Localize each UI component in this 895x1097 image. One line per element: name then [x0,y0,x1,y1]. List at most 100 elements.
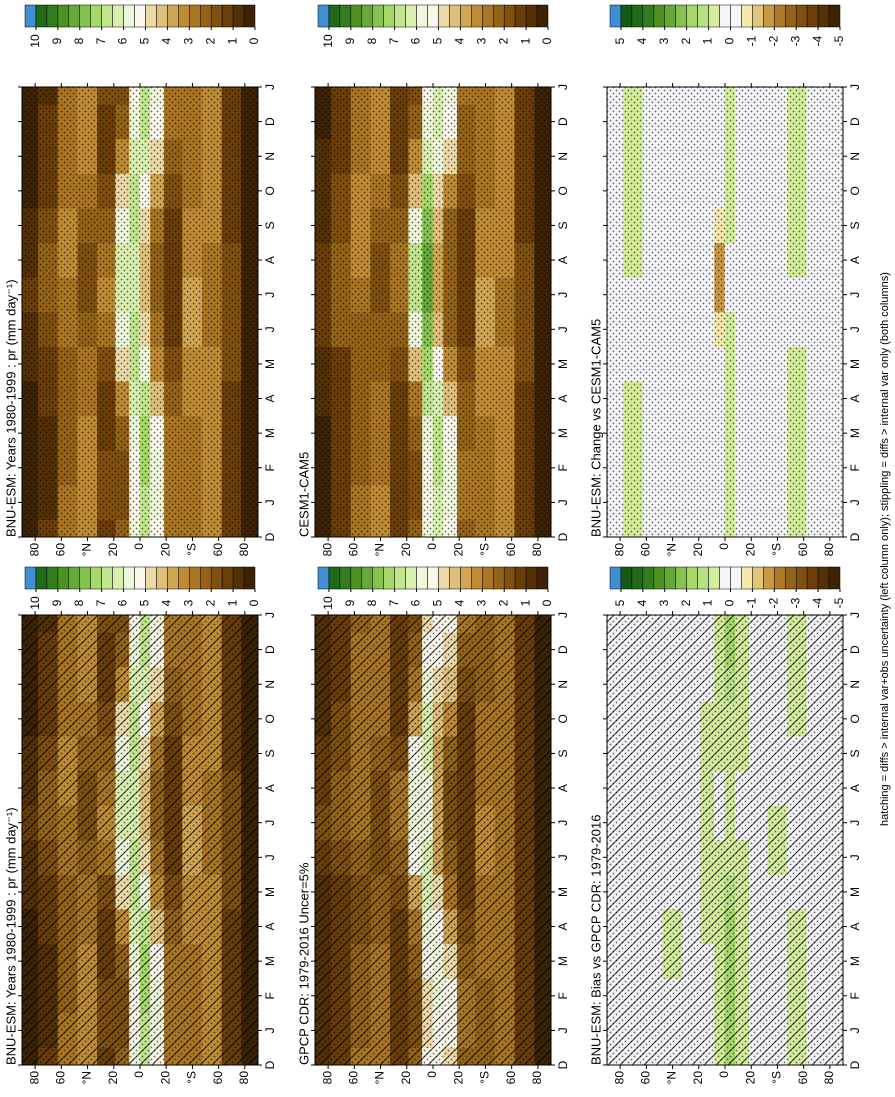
x-tick-label: A [263,923,277,931]
x-tick-label: N [556,680,570,689]
colorbar-box [774,566,786,590]
stippling [607,615,843,1065]
y-tick-label: °S [185,1071,199,1084]
colorbar-box [514,4,527,28]
stippling [22,87,258,537]
colorbar-box [383,4,395,28]
x-tick-label: A [848,923,862,931]
colorbar-label: 5 [613,37,627,44]
colorbar-box [79,566,91,590]
y-tick-label: °S [185,543,199,556]
colorbar-box [438,566,450,590]
colorbar-label: 0 [723,599,737,606]
y-tick-label: 20 [743,1071,757,1085]
colorbar-box [763,4,775,28]
x-tick-label: A [556,395,570,403]
colorbar-box [806,566,819,590]
x-tick-label: O [848,186,862,195]
colorbar-box [817,4,830,28]
colorbar-box [536,4,549,28]
x-tick-label: J [263,326,277,332]
colorbar-box [189,4,201,28]
colorbar-box [68,4,81,28]
colorbar-label: 1 [701,599,715,606]
colorbar-box [492,4,505,28]
x-tick-label: S [263,749,277,757]
colorbar-box [686,566,698,590]
colorbar-box [317,566,330,590]
colorbar-box [221,4,234,28]
colorbar-box [697,566,709,590]
colorbar-box [328,4,341,28]
colorbar-label: 4 [453,37,467,44]
colorbar-box [101,4,113,28]
colorbar-box [664,566,676,590]
colorbar-box [708,566,720,590]
x-tick-label: O [556,714,570,723]
colorbar-box [817,566,830,590]
colorbar-label: -3 [788,35,802,46]
x-tick-label: J [848,326,862,332]
y-tick-label: °N [665,543,679,556]
x-tick-label: M [848,359,862,369]
colorbar-box [134,566,146,590]
x-tick-label: J [556,292,570,298]
x-tick-label: D [848,645,862,654]
x-tick-label: M [848,428,862,438]
colorbar-label: 4 [635,37,649,44]
x-tick-label: D [263,117,277,126]
colorbar-label: 0 [247,599,261,606]
colorbar-label: 9 [343,37,357,44]
y-tick-label: 80 [612,543,626,557]
colorbar-label: 4 [453,599,467,606]
x-tick-label: J [556,1027,570,1033]
colorbar-box [112,4,124,28]
x-tick-label: F [848,992,862,999]
colorbar-box [123,4,135,28]
x-tick-label: N [848,152,862,161]
colorbar-label: 9 [343,599,357,606]
colorbar-label: 6 [116,37,130,44]
colorbar-box [35,4,48,28]
y-tick-label: 80 [530,1071,544,1085]
colorbar-label: 4 [635,599,649,606]
colorbar-box [664,4,676,28]
x-tick-label: A [848,784,862,792]
x-tick-label: J [848,854,862,860]
x-tick-label: F [556,464,570,471]
colorbar-box [784,566,797,590]
x-tick-label: F [263,992,277,999]
colorbar-box [828,4,841,28]
colorbar-box [199,566,212,590]
y-tick-label: 60 [504,543,518,557]
y-tick-label: °S [770,1071,784,1084]
colorbar-box [123,566,135,590]
colorbar-box [416,4,428,28]
x-tick-label: D [263,645,277,654]
colorbar-box [145,4,157,28]
colorbar-label: 8 [72,599,86,606]
colorbar-box [383,566,395,590]
y-tick-label: 60 [54,543,68,557]
y-tick-label: °S [770,543,784,556]
colorbar-label: 2 [203,37,217,44]
panel-title: BNU-ESM: Years 1980-1999 : pr (mm day⁻¹) [3,807,18,1065]
y-tick-label: 80 [320,543,334,557]
colorbar-label: -1 [745,35,759,46]
x-tick-label: J [263,612,277,618]
colorbar-box [24,566,37,590]
colorbar-box [741,566,753,590]
colorbar-box [503,566,516,590]
y-tick-label: 20 [451,543,465,557]
colorbar-box [730,566,742,590]
x-tick-label: D [556,532,570,541]
x-tick-label: J [848,292,862,298]
colorbar-box [405,566,417,590]
y-tick-label: 20 [158,1071,172,1085]
colorbar-box [536,566,549,590]
y-tick-label: 0 [425,543,439,550]
colorbar-box [438,4,450,28]
x-tick-label: J [556,820,570,826]
y-tick-label: 80 [822,1071,836,1085]
colorbar-box [101,566,113,590]
